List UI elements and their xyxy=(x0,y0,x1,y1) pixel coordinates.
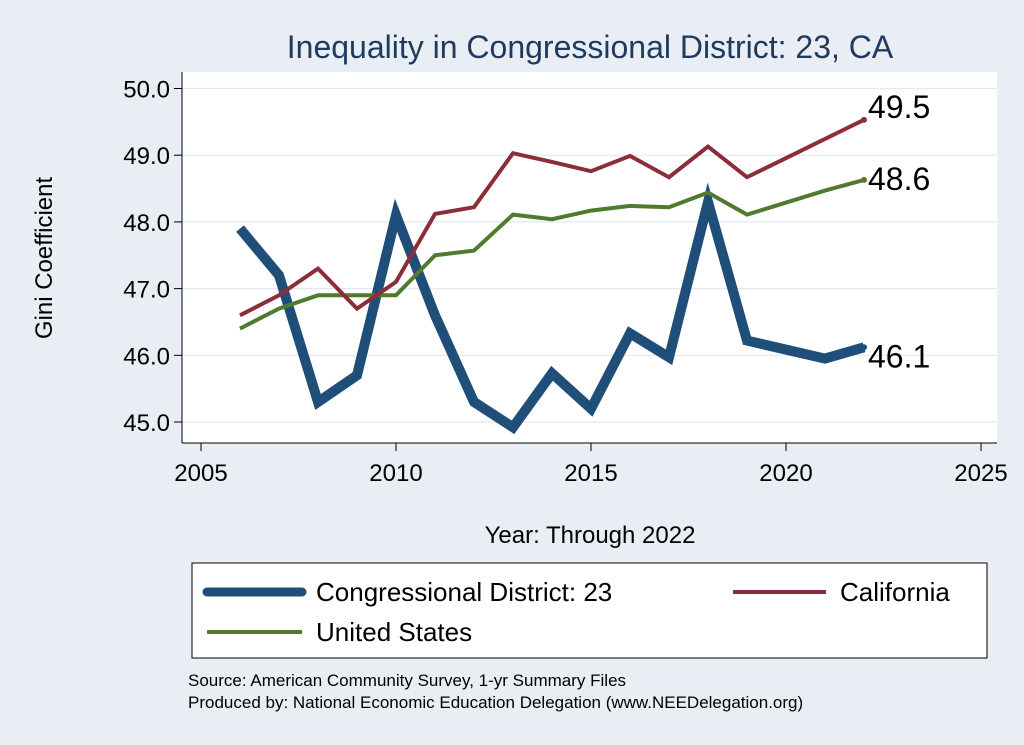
x-tick-label: 2025 xyxy=(954,460,1007,487)
y-tick-label: 45.0 xyxy=(123,410,170,437)
y-axis-title: Gini Coefficient xyxy=(31,177,58,340)
end-label-district: 46.1 xyxy=(868,338,930,374)
x-tick-label: 2020 xyxy=(759,460,812,487)
plot-area xyxy=(182,72,997,443)
x-tick-label: 2010 xyxy=(369,460,422,487)
gridlines xyxy=(182,87,997,423)
x-tick-label: 2015 xyxy=(564,460,617,487)
source-note: Source: American Community Survey, 1-yr … xyxy=(188,671,626,690)
series-line-united-states xyxy=(239,177,865,331)
y-tick-label: 49.0 xyxy=(123,143,170,170)
series-line-california xyxy=(239,118,865,318)
x-tick-label: 2005 xyxy=(174,460,227,487)
end-labels: 46.1 48.6 49.5 xyxy=(868,89,930,374)
series-end-point-california xyxy=(861,116,867,123)
series-line-district xyxy=(236,182,866,435)
legend-label-district: Congressional District: 23 xyxy=(316,577,612,607)
end-label-united-states: 48.6 xyxy=(868,161,930,197)
y-tick-label: 50.0 xyxy=(123,77,170,104)
legend-label-united-states: United States xyxy=(316,617,472,647)
y-tick-label: 47.0 xyxy=(123,277,170,304)
legend-box xyxy=(191,562,988,659)
series-layer xyxy=(236,116,867,435)
y-axis-ticks: 45.0 46.0 47.0 48.0 49.0 50.0 xyxy=(123,77,182,437)
producer-note: Produced by: National Economic Education… xyxy=(188,693,803,712)
end-label-california: 49.5 xyxy=(868,89,930,125)
y-tick-label: 48.0 xyxy=(123,210,170,237)
series-end-point-district xyxy=(861,344,867,351)
x-axis-ticks: 2005 2010 2015 2020 2025 xyxy=(174,443,1008,487)
y-tick-label: 46.0 xyxy=(123,343,170,370)
chart-title: Inequality in Congressional District: 23… xyxy=(287,29,894,65)
x-axis-title: Year: Through 2022 xyxy=(485,522,696,549)
series-end-point-united-states xyxy=(861,176,867,183)
legend-label-california: California xyxy=(840,577,950,607)
